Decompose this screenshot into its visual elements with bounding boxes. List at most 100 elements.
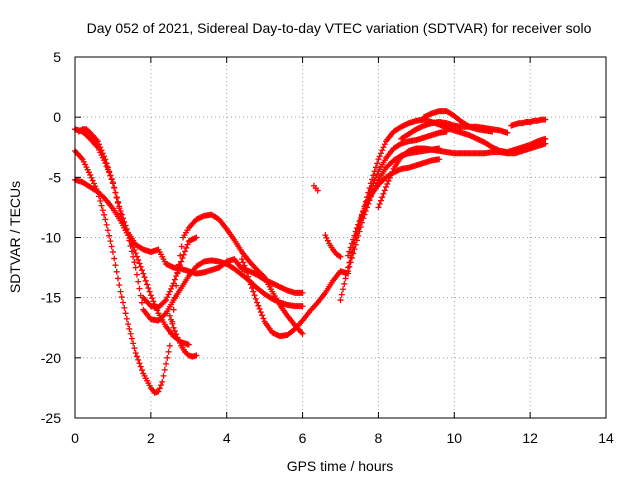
- data-point-interp: [341, 280, 348, 287]
- series-arc-1: [72, 147, 306, 396]
- data-point-interp: [133, 353, 140, 360]
- data-point-interp: [180, 251, 187, 258]
- data-point: [383, 183, 390, 190]
- data-point-interp: [256, 305, 263, 312]
- data-point: [109, 248, 116, 255]
- data-point-interp: [389, 168, 396, 175]
- data-point-interp: [136, 285, 143, 292]
- data-point-interp: [168, 316, 175, 323]
- data-point: [170, 280, 177, 287]
- data-point-interp: [130, 340, 137, 347]
- data-point-interp: [374, 160, 381, 167]
- data-point-interp: [181, 248, 188, 255]
- data-point-interp: [247, 281, 254, 288]
- data-point: [109, 179, 116, 186]
- data-point-interp: [139, 267, 146, 274]
- data-point-interp: [379, 147, 386, 154]
- data-point-interp: [255, 302, 262, 309]
- data-point: [174, 334, 181, 341]
- data-point-interp: [350, 250, 357, 257]
- data-point-interp: [101, 211, 108, 218]
- series-arc-6: [166, 312, 200, 360]
- data-point-interp: [323, 234, 330, 241]
- data-point-interp: [135, 256, 142, 263]
- data-point-interp: [249, 285, 255, 292]
- data-point: [436, 156, 443, 163]
- data-point: [242, 265, 249, 272]
- data-point-interp: [122, 310, 129, 317]
- data-point-interp: [160, 372, 167, 379]
- data-point-interp: [376, 201, 383, 208]
- series-arc-5: [140, 234, 200, 311]
- data-point-interp: [385, 177, 392, 184]
- data-point-interp: [128, 241, 135, 248]
- data-point-interp: [357, 216, 364, 223]
- data-point: [299, 330, 306, 337]
- data-point: [166, 312, 173, 319]
- data-point-interp: [179, 255, 186, 262]
- data-point: [147, 292, 154, 299]
- data-point-interp: [135, 278, 142, 285]
- data-point-interp: [175, 337, 182, 344]
- data-point: [345, 252, 352, 259]
- data-point: [504, 129, 511, 136]
- data-point-interp: [116, 205, 123, 212]
- data-point-interp: [165, 348, 172, 355]
- data-point-interp: [176, 262, 183, 269]
- data-point-interp: [131, 247, 138, 254]
- data-point: [193, 352, 200, 359]
- x-tick-label: 2: [147, 430, 155, 446]
- data-point-interp: [161, 298, 168, 305]
- data-point-interp: [142, 277, 149, 284]
- data-point-interp: [157, 382, 164, 389]
- data-point-interp: [139, 367, 146, 374]
- data-point-interp: [116, 282, 123, 289]
- data-point-interp: [245, 273, 252, 280]
- data-point: [132, 250, 139, 257]
- data-point-interp: [114, 200, 121, 207]
- data-point-interp: [164, 354, 171, 361]
- x-tick-label: 4: [223, 430, 231, 446]
- data-point-interp: [149, 295, 156, 302]
- data-point-interp: [127, 330, 134, 337]
- data-point: [170, 306, 177, 313]
- data-point-interp: [356, 221, 363, 228]
- data-point: [117, 288, 124, 295]
- data-point: [322, 232, 329, 239]
- data-point-interp: [365, 189, 372, 196]
- y-tick-label: 5: [53, 49, 61, 65]
- data-point: [125, 232, 132, 239]
- data-point-interp: [106, 232, 113, 239]
- data-point-interp: [340, 286, 347, 293]
- data-point: [337, 297, 344, 304]
- data-point: [345, 268, 352, 275]
- data-point-interp: [145, 285, 152, 292]
- data-point-interp: [165, 291, 172, 298]
- data-point-interp: [126, 235, 133, 242]
- data-point: [87, 171, 94, 178]
- series-arc-4: [72, 176, 192, 348]
- data-point-interp: [113, 194, 120, 201]
- plot-frame: [74, 56, 607, 419]
- data-point-interp: [371, 168, 378, 175]
- data-point-interp: [161, 366, 168, 373]
- y-tick-label: 0: [53, 109, 61, 125]
- data-point-interp: [351, 246, 358, 253]
- data-point-interp: [381, 187, 388, 194]
- data-point-interp: [240, 259, 247, 266]
- data-point-interp: [112, 262, 119, 269]
- data-point-interp: [135, 356, 142, 363]
- data-point-interp: [150, 298, 157, 305]
- data-point-interp: [104, 166, 111, 173]
- data-point-interp: [137, 263, 144, 270]
- data-point-interp: [243, 269, 250, 276]
- data-point: [314, 187, 321, 194]
- data-point-interp: [121, 304, 128, 311]
- data-point: [337, 253, 344, 260]
- grid: [75, 57, 606, 418]
- data-point-interp: [166, 288, 173, 295]
- data-point: [375, 156, 382, 163]
- data-point: [254, 299, 261, 306]
- y-tick-label: -20: [41, 350, 61, 366]
- data-point-interp: [161, 311, 168, 318]
